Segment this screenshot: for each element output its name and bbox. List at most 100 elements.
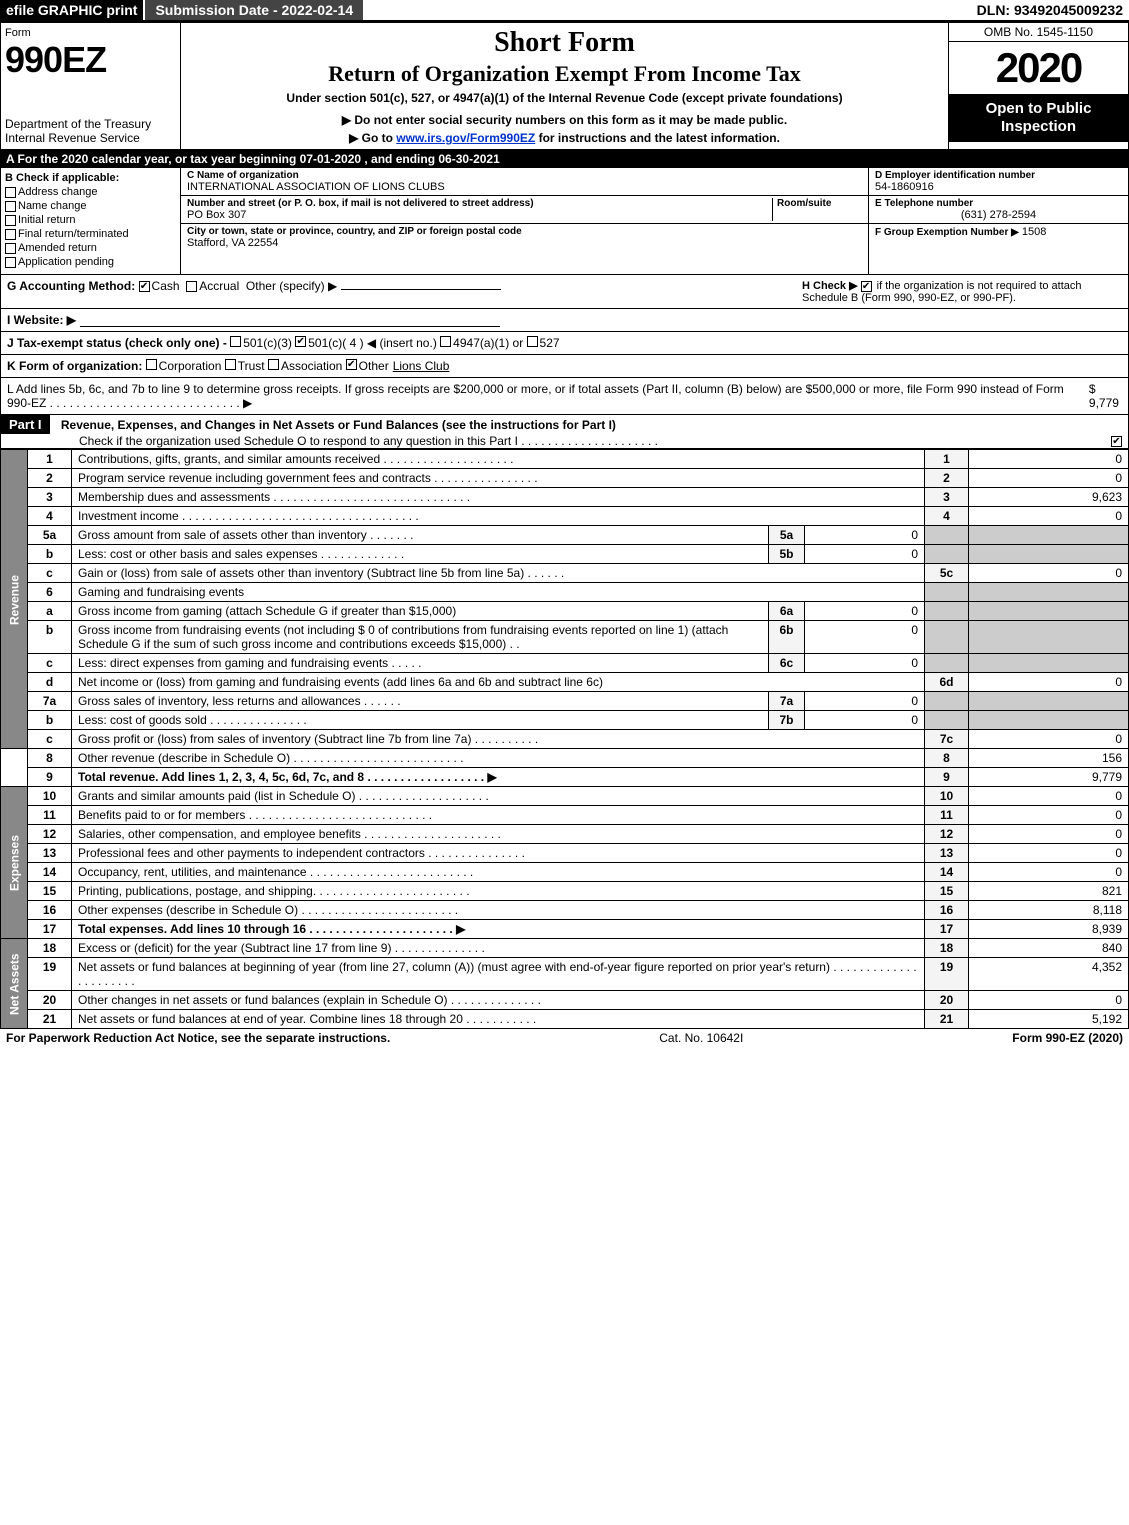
ln-11: 11 — [28, 806, 72, 825]
table-row: 4Investment income . . . . . . . . . . .… — [1, 507, 1129, 526]
tax-period-row: A For the 2020 calendar year, or tax yea… — [0, 150, 1129, 168]
row-k: K Form of organization: Corporation Trus… — [0, 355, 1129, 378]
shade-6-v — [969, 583, 1129, 602]
table-row: 19Net assets or fund balances at beginni… — [1, 958, 1129, 991]
ln-13: 13 — [28, 844, 72, 863]
desc-5b: Less: cost or other basis and sales expe… — [72, 545, 769, 564]
ln-4: 4 — [28, 507, 72, 526]
table-row: 12Salaries, other compensation, and empl… — [1, 825, 1129, 844]
desc-5c: Gain or (loss) from sale of assets other… — [72, 564, 925, 583]
checkbox-final-return[interactable] — [5, 229, 16, 240]
city-label: City or town, state or province, country… — [187, 226, 862, 237]
form-of-org-label: K Form of organization: — [7, 359, 142, 373]
part1-table: Revenue 1Contributions, gifts, grants, a… — [0, 449, 1129, 1029]
num-18: 18 — [925, 939, 969, 958]
num-11: 11 — [925, 806, 969, 825]
checkbox-address-change[interactable] — [5, 187, 16, 198]
part1-check-note: Check if the organization used Schedule … — [79, 434, 658, 448]
desc-17: Total expenses. Add lines 10 through 16 … — [72, 920, 925, 939]
ln-6b: b — [28, 621, 72, 654]
ln-14: 14 — [28, 863, 72, 882]
shade-6b — [925, 621, 969, 654]
chk-label-1: Name change — [18, 200, 87, 212]
table-row: aGross income from gaming (attach Schedu… — [1, 602, 1129, 621]
checkbox-501c3[interactable] — [230, 336, 241, 347]
desc-2: Program service revenue including govern… — [72, 469, 925, 488]
checkbox-trust[interactable] — [225, 359, 236, 370]
table-row: 5aGross amount from sale of assets other… — [1, 526, 1129, 545]
table-row: 6Gaming and fundraising events — [1, 583, 1129, 602]
efile-print-label[interactable]: efile GRAPHIC print — [0, 0, 143, 20]
num-10: 10 — [925, 787, 969, 806]
phone-label: E Telephone number — [875, 198, 1122, 209]
box-def: D Employer identification number 54-1860… — [868, 168, 1128, 274]
ln-12: 12 — [28, 825, 72, 844]
checkbox-other-org[interactable] — [346, 359, 357, 370]
table-row: cLess: direct expenses from gaming and f… — [1, 654, 1129, 673]
val-17: 8,939 — [969, 920, 1129, 939]
checkbox-initial-return[interactable] — [5, 215, 16, 226]
table-row: 21Net assets or fund balances at end of … — [1, 1010, 1129, 1029]
checkbox-501c[interactable] — [295, 336, 306, 347]
val-11: 0 — [969, 806, 1129, 825]
num-17: 17 — [925, 920, 969, 939]
header-middle: Short Form Return of Organization Exempt… — [181, 23, 948, 149]
table-row: 9Total revenue. Add lines 1, 2, 3, 4, 5c… — [1, 768, 1129, 787]
other-method-line — [341, 289, 501, 290]
checkbox-name-change[interactable] — [5, 201, 16, 212]
tax-exempt-label: J Tax-exempt status (check only one) - — [7, 336, 227, 350]
num-3: 3 — [925, 488, 969, 507]
part1-header-row: Part I Revenue, Expenses, and Changes in… — [0, 415, 1129, 449]
room-label: Room/suite — [777, 198, 862, 209]
val-5c: 0 — [969, 564, 1129, 583]
num-14: 14 — [925, 863, 969, 882]
part1-title: Revenue, Expenses, and Changes in Net As… — [53, 418, 616, 432]
val-18: 840 — [969, 939, 1129, 958]
desc-8: Other revenue (describe in Schedule O) .… — [72, 749, 925, 768]
checkbox-527[interactable] — [527, 336, 538, 347]
num-6d: 6d — [925, 673, 969, 692]
ln-16: 16 — [28, 901, 72, 920]
other-org-value: Lions Club — [393, 359, 450, 373]
checkbox-accrual[interactable] — [186, 281, 197, 292]
table-row: 8Other revenue (describe in Schedule O) … — [1, 749, 1129, 768]
desc-12: Salaries, other compensation, and employ… — [72, 825, 925, 844]
sval-5b: 0 — [805, 545, 925, 564]
checkbox-cash[interactable] — [139, 281, 150, 292]
checkbox-amended-return[interactable] — [5, 243, 16, 254]
val-3: 9,623 — [969, 488, 1129, 507]
checkbox-schedule-o-used[interactable] — [1111, 436, 1122, 447]
desc-4: Investment income . . . . . . . . . . . … — [72, 507, 925, 526]
501c3-label: 501(c)(3) — [243, 336, 292, 350]
checkbox-application-pending[interactable] — [5, 257, 16, 268]
shade-7b — [925, 711, 969, 730]
desc-7a: Gross sales of inventory, less returns a… — [72, 692, 769, 711]
table-row: 15Printing, publications, postage, and s… — [1, 882, 1129, 901]
shade-5a — [925, 526, 969, 545]
num-7c: 7c — [925, 730, 969, 749]
checkbox-corporation[interactable] — [146, 359, 157, 370]
4947a1-label: 4947(a)(1) or — [453, 336, 523, 350]
sub-6b: 6b — [769, 621, 805, 654]
checkbox-4947a1[interactable] — [440, 336, 451, 347]
table-row: 2Program service revenue including gover… — [1, 469, 1129, 488]
shade-6b-v — [969, 621, 1129, 654]
chk-label-5: Application pending — [18, 256, 114, 268]
website-label: I Website: ▶ — [7, 313, 76, 327]
ln-9: 9 — [28, 768, 72, 787]
num-12: 12 — [925, 825, 969, 844]
val-12: 0 — [969, 825, 1129, 844]
desc-11: Benefits paid to or for members . . . . … — [72, 806, 925, 825]
ln-6: 6 — [28, 583, 72, 602]
shade-6 — [925, 583, 969, 602]
dln-label: DLN: 93492045009232 — [977, 2, 1129, 18]
street-label: Number and street (or P. O. box, if mail… — [187, 198, 772, 209]
identity-block: B Check if applicable: Address change Na… — [0, 168, 1129, 275]
chk-label-3: Final return/terminated — [18, 228, 129, 240]
phone-value: (631) 278-2594 — [875, 209, 1122, 221]
irs-link[interactable]: www.irs.gov/Form990EZ — [396, 131, 535, 145]
checkbox-schedule-b-not-required[interactable] — [861, 281, 872, 292]
checkbox-association[interactable] — [268, 359, 279, 370]
shade-6c — [925, 654, 969, 673]
ln-7a: 7a — [28, 692, 72, 711]
